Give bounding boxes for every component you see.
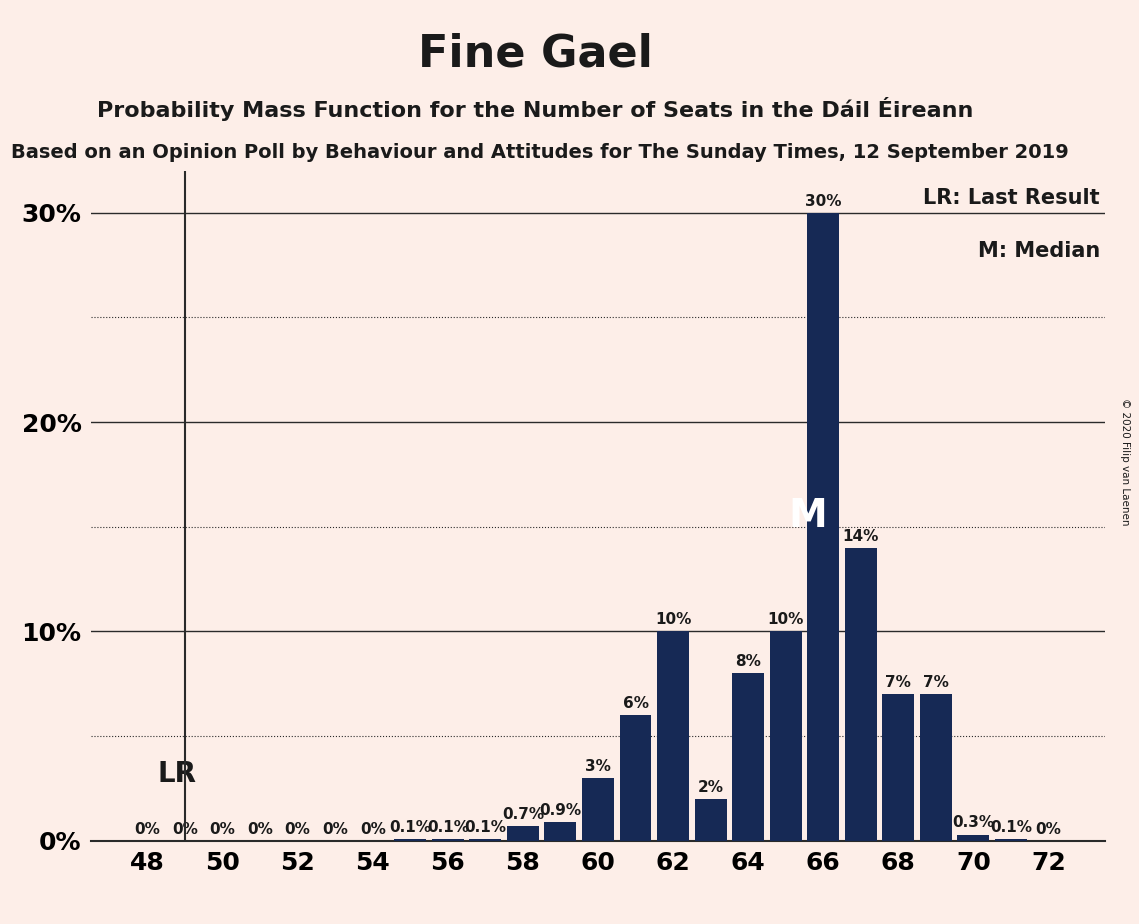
Bar — [695, 799, 727, 841]
Text: 0%: 0% — [134, 821, 161, 836]
Text: LR: Last Result: LR: Last Result — [923, 188, 1100, 208]
Text: Probability Mass Function for the Number of Seats in the Dáil Éireann: Probability Mass Function for the Number… — [97, 97, 974, 121]
Bar — [995, 839, 1027, 841]
Text: Fine Gael: Fine Gael — [418, 32, 653, 76]
Text: 0%: 0% — [247, 821, 273, 836]
Text: 7%: 7% — [885, 675, 911, 690]
Text: 0.1%: 0.1% — [990, 820, 1032, 834]
Text: 30%: 30% — [805, 194, 842, 209]
Bar — [469, 839, 501, 841]
Text: 0.1%: 0.1% — [427, 820, 469, 834]
Bar — [657, 631, 689, 841]
Text: © 2020 Filip van Laenen: © 2020 Filip van Laenen — [1121, 398, 1130, 526]
Text: 2%: 2% — [697, 780, 723, 795]
Text: M: M — [788, 497, 827, 535]
Bar — [920, 694, 952, 841]
Text: 0%: 0% — [285, 821, 311, 836]
Bar — [958, 834, 990, 841]
Bar — [544, 822, 576, 841]
Bar — [507, 826, 539, 841]
Text: 0%: 0% — [1035, 821, 1062, 836]
Bar — [582, 778, 614, 841]
Text: 8%: 8% — [735, 654, 761, 669]
Bar — [432, 839, 464, 841]
Text: 0%: 0% — [360, 821, 386, 836]
Text: 14%: 14% — [843, 529, 879, 543]
Text: M: Median: M: Median — [977, 241, 1100, 261]
Text: 0.1%: 0.1% — [465, 820, 507, 834]
Bar — [770, 631, 802, 841]
Text: 6%: 6% — [623, 696, 648, 711]
Text: 0.3%: 0.3% — [952, 815, 994, 831]
Text: 0.9%: 0.9% — [540, 803, 582, 818]
Text: 0.1%: 0.1% — [390, 820, 432, 834]
Text: 10%: 10% — [768, 613, 804, 627]
Text: LR: LR — [158, 760, 197, 788]
Bar — [620, 715, 652, 841]
Text: Based on an Opinion Poll by Behaviour and Attitudes for The Sunday Times, 12 Sep: Based on an Opinion Poll by Behaviour an… — [11, 143, 1070, 163]
Text: 3%: 3% — [585, 759, 611, 774]
Text: 10%: 10% — [655, 613, 691, 627]
Text: 0%: 0% — [210, 821, 236, 836]
Bar — [808, 213, 839, 841]
Text: 7%: 7% — [923, 675, 949, 690]
Bar — [732, 674, 764, 841]
Text: 0.7%: 0.7% — [502, 807, 544, 822]
Text: 0%: 0% — [322, 821, 349, 836]
Bar — [394, 839, 426, 841]
Bar — [845, 548, 877, 841]
Text: 0%: 0% — [172, 821, 198, 836]
Bar — [883, 694, 915, 841]
